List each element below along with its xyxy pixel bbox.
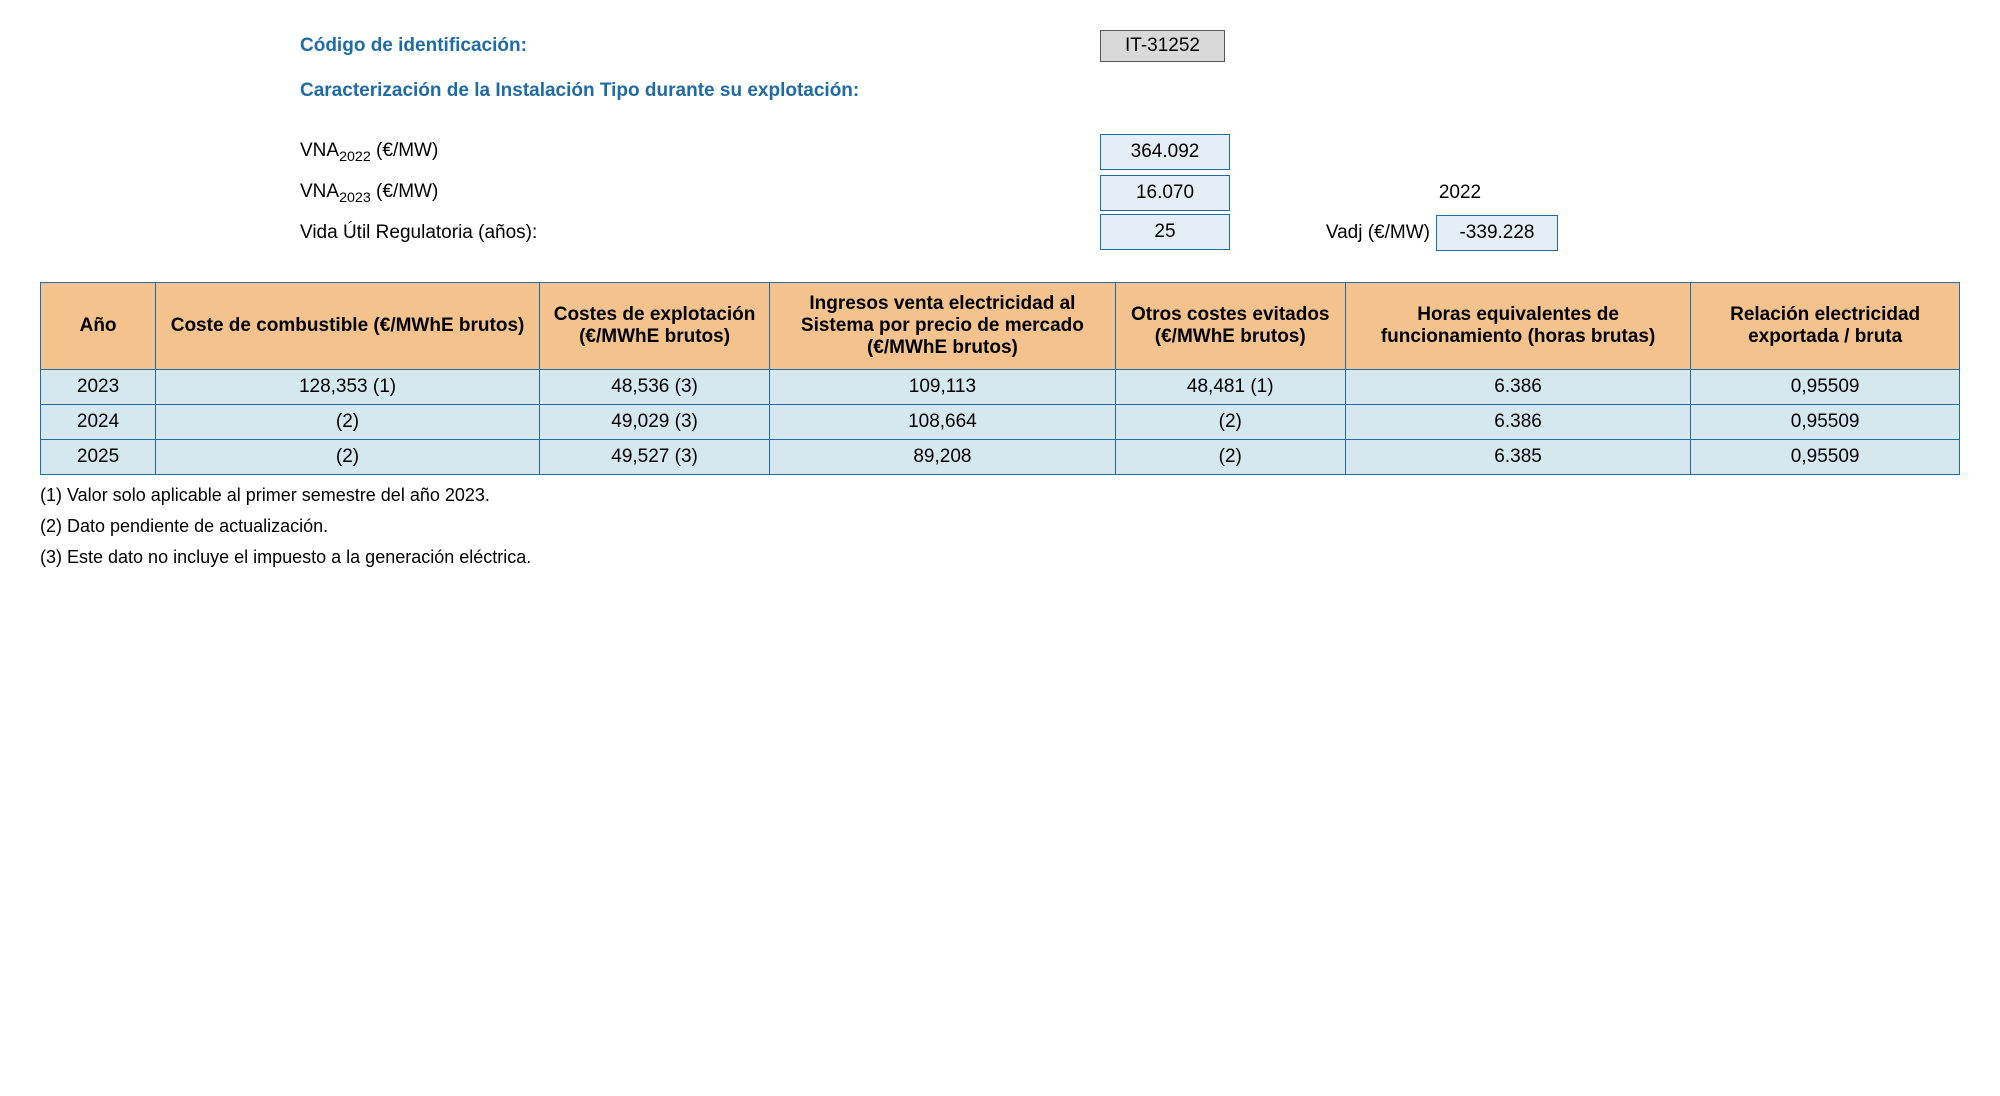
table-header-cell: Horas equivalentes de funcionamiento (ho… <box>1345 282 1690 369</box>
table-cell: 48,481 (1) <box>1115 369 1345 404</box>
vna2023-value: 16.070 <box>1100 175 1230 211</box>
table-cell: 0,95509 <box>1691 404 1960 439</box>
table-body: 2023128,353 (1)48,536 (3)109,11348,481 (… <box>41 369 1960 474</box>
table-header-cell: Relación electricidad exportada / bruta <box>1691 282 1960 369</box>
table-header-cell: Otros costes evitados (€/MWhE brutos) <box>1115 282 1345 369</box>
vna2022-label: VNA2022 (€/MW) <box>300 132 1100 173</box>
table-header-cell: Coste de combustible (€/MWhE brutos) <box>156 282 540 369</box>
section-title: Caracterización de la Instalación Tipo d… <box>300 80 1900 102</box>
vna2022-sub: 2022 <box>339 149 371 165</box>
footnote: (2) Dato pendiente de actualización. <box>40 516 1960 537</box>
table-cell: 49,527 (3) <box>539 439 769 474</box>
vna2023-unit: (€/MW) <box>371 181 439 202</box>
table-cell: 2024 <box>41 404 156 439</box>
table-cell: 2023 <box>41 369 156 404</box>
values-block: VNA2022 (€/MW) 364.092 VNA2023 (€/MW) 16… <box>300 132 1900 252</box>
footnote: (1) Valor solo aplicable al primer semes… <box>40 485 1960 506</box>
vadj-value: -339.228 <box>1436 215 1558 251</box>
table-cell: 89,208 <box>770 439 1115 474</box>
vna2023-sub: 2023 <box>339 190 371 206</box>
table-cell: 108,664 <box>770 404 1115 439</box>
vida-label: Vida Útil Regulatoria (años): <box>300 214 1100 252</box>
table-cell: 49,029 (3) <box>539 404 769 439</box>
vna2022-prefix: VNA <box>300 140 339 161</box>
code-label: Código de identificación: <box>300 35 1100 57</box>
table-header-cell: Costes de explotación (€/MWhE brutos) <box>539 282 769 369</box>
table-row: 2025(2)49,527 (3)89,208(2)6.3850,95509 <box>41 439 1960 474</box>
table-cell: 2025 <box>41 439 156 474</box>
table-cell: 128,353 (1) <box>156 369 540 404</box>
vna2022-row: VNA2022 (€/MW) 364.092 <box>300 132 1900 173</box>
table-header-cell: Ingresos venta electricidad al Sistema p… <box>770 282 1115 369</box>
table-cell: (2) <box>156 404 540 439</box>
vida-value: 25 <box>1100 214 1230 250</box>
table-cell: 6.385 <box>1345 439 1690 474</box>
table-cell: 48,536 (3) <box>539 369 769 404</box>
footnote: (3) Este dato no incluye el impuesto a l… <box>40 547 1960 568</box>
vna2023-label: VNA2023 (€/MW) <box>300 173 1100 214</box>
table-cell: 6.386 <box>1345 404 1690 439</box>
footnotes: (1) Valor solo aplicable al primer semes… <box>40 485 1960 568</box>
year-side: 2022 <box>1390 182 1530 204</box>
table-cell: (2) <box>156 439 540 474</box>
vna2023-prefix: VNA <box>300 181 339 202</box>
table-header-cell: Año <box>41 282 156 369</box>
vna2022-unit: (€/MW) <box>371 140 439 161</box>
table-cell: (2) <box>1115 439 1345 474</box>
table-row: 2024(2)49,029 (3)108,664(2)6.3860,95509 <box>41 404 1960 439</box>
table-cell: (2) <box>1115 404 1345 439</box>
code-row: Código de identificación: IT-31252 <box>300 30 1900 62</box>
table-cell: 6.386 <box>1345 369 1690 404</box>
data-table: AñoCoste de combustible (€/MWhE brutos)C… <box>40 282 1960 475</box>
vida-row: Vida Útil Regulatoria (años): 25 Vadj (€… <box>300 214 1900 252</box>
table-cell: 0,95509 <box>1691 439 1960 474</box>
code-value-box: IT-31252 <box>1100 30 1225 62</box>
vna2023-row: VNA2023 (€/MW) 16.070 2022 <box>300 173 1900 214</box>
table-header-row: AñoCoste de combustible (€/MWhE brutos)C… <box>41 282 1960 369</box>
table-cell: 0,95509 <box>1691 369 1960 404</box>
vna2022-value: 364.092 <box>1100 134 1230 170</box>
table-row: 2023128,353 (1)48,536 (3)109,11348,481 (… <box>41 369 1960 404</box>
vadj-label: Vadj (€/MW) <box>1290 222 1430 244</box>
table-cell: 109,113 <box>770 369 1115 404</box>
